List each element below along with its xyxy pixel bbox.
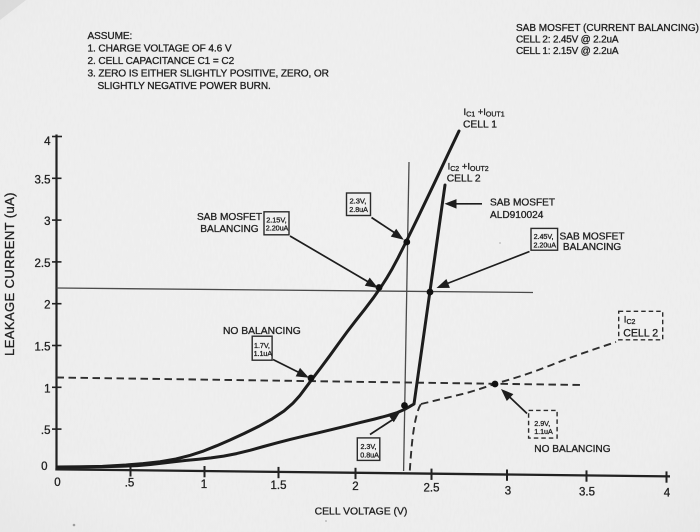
svg-text:3. ZERO IS EITHER SLIGHTLY POS: 3. ZERO IS EITHER SLIGHTLY POSITIVE, ZER… [88,69,329,80]
svg-text:CELL 2: 2.45V @ 2.2uA: CELL 2: 2.45V @ 2.2uA [516,35,619,46]
svg-text:1.1uA: 1.1uA [534,427,553,436]
svg-text:3: 3 [44,216,50,228]
svg-text:3.5: 3.5 [35,174,51,186]
svg-text:2.3V,: 2.3V, [350,196,367,205]
svg-text:1.1uA: 1.1uA [254,349,273,358]
svg-text:SAB MOSFET (CURRENT BALANCING): SAB MOSFET (CURRENT BALANCING) [516,23,699,34]
svg-text:1. CHARGE VOLTAGE OF 4.6 V: 1. CHARGE VOLTAGE OF 4.6 V [88,44,232,55]
svg-text:CELL 1: CELL 1 [463,120,497,131]
svg-text:ALD910024: ALD910024 [490,210,544,221]
svg-text:1: 1 [44,383,50,395]
svg-text:2. CELL CAPACITANCE C1 = C2: 2. CELL CAPACITANCE C1 = C2 [88,56,235,67]
svg-text:4: 4 [664,487,671,499]
svg-text:2.45V,: 2.45V, [534,232,554,241]
svg-text:.5: .5 [125,478,135,490]
svg-text:1.5: 1.5 [35,342,51,354]
svg-text:0.8uA: 0.8uA [360,450,379,459]
svg-text:3.5: 3.5 [579,487,595,499]
svg-text:2.5: 2.5 [35,258,51,270]
svg-text:IC1 +IOUT1: IC1 +IOUT1 [464,107,505,119]
svg-text:LEAKAGE CURRENT (uA): LEAKAGE CURRENT (uA) [2,192,17,356]
svg-text:SLIGHTLY NEGATIVE POWER BURN.: SLIGHTLY NEGATIVE POWER BURN. [98,81,271,92]
svg-text:BALANCING: BALANCING [200,224,258,235]
svg-text:0: 0 [54,477,60,489]
svg-text:3: 3 [505,485,511,497]
svg-text:SAB MOSFET: SAB MOSFET [197,212,262,223]
svg-text:0: 0 [41,461,47,473]
svg-text:2: 2 [352,481,358,493]
svg-text:CELL 2: CELL 2 [447,174,481,185]
svg-text:IC2 +IOUT2: IC2 +IOUT2 [448,162,489,174]
svg-text:NO BALANCING: NO BALANCING [534,444,610,455]
svg-text:2.8uA: 2.8uA [349,205,368,214]
svg-text:IC2: IC2 [624,315,636,327]
svg-text:1.5: 1.5 [271,480,287,492]
svg-text:SAB MOSFET: SAB MOSFET [490,197,555,208]
svg-text:CELL 1: 2.15V @ 2.2uA: CELL 1: 2.15V @ 2.2uA [516,46,619,57]
svg-text:BALANCING: BALANCING [563,242,621,253]
svg-text:2.20uA: 2.20uA [534,241,557,250]
svg-text:SAB MOSFET: SAB MOSFET [560,232,625,243]
svg-text:2: 2 [44,300,50,312]
svg-text:.5: .5 [41,425,51,437]
svg-text:2.9V,: 2.9V, [534,419,550,428]
svg-text:1: 1 [201,479,207,491]
svg-text:CELL 2: CELL 2 [623,328,658,340]
svg-text:2.3V,: 2.3V, [361,442,377,451]
svg-text:1.7V,: 1.7V, [254,341,270,350]
svg-text:2.20uA: 2.20uA [266,224,289,233]
svg-text:2.5: 2.5 [424,483,440,495]
svg-text:ASSUME:: ASSUME: [88,31,133,42]
svg-text:4: 4 [44,136,51,148]
svg-text:2.15V,: 2.15V, [266,215,286,224]
svg-text:NO BALANCING: NO BALANCING [223,326,301,337]
svg-text:CELL VOLTAGE (V): CELL VOLTAGE (V) [315,507,408,518]
